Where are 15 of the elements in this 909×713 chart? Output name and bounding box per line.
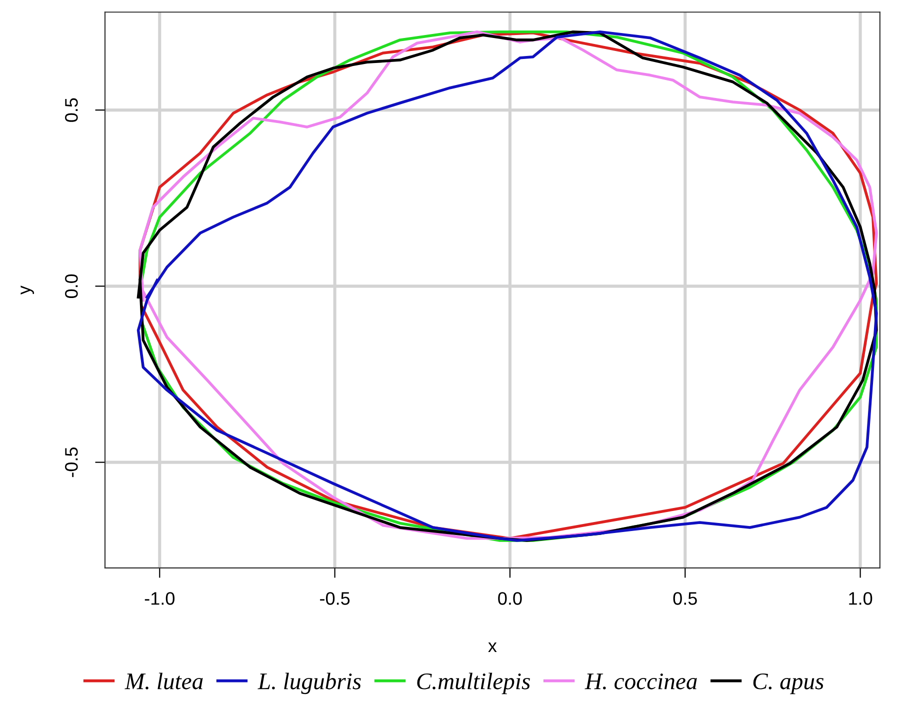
x-tick-label: -0.5 (320, 592, 350, 605)
x-axis-title: x (488, 642, 497, 652)
y-tick-label: 0.0 (65, 274, 78, 298)
y-tick-label: 0.5 (65, 98, 78, 122)
legend-label: C.multilepis (417, 672, 530, 694)
legend-label: M. lutea (124, 672, 203, 690)
y-axis-title: y (20, 286, 34, 295)
legend-label: H. coccinea (584, 673, 697, 690)
x-tick-label: 0.5 (673, 592, 697, 605)
x-tick-label: -1.0 (144, 592, 174, 605)
x-tick-label: 1.0 (849, 592, 872, 605)
legend-label: C. apus (753, 673, 824, 694)
x-tick-label: 0.0 (498, 592, 522, 605)
legend-label: L. lugubris (258, 672, 361, 694)
y-tick-label: -0.5 (65, 448, 78, 478)
